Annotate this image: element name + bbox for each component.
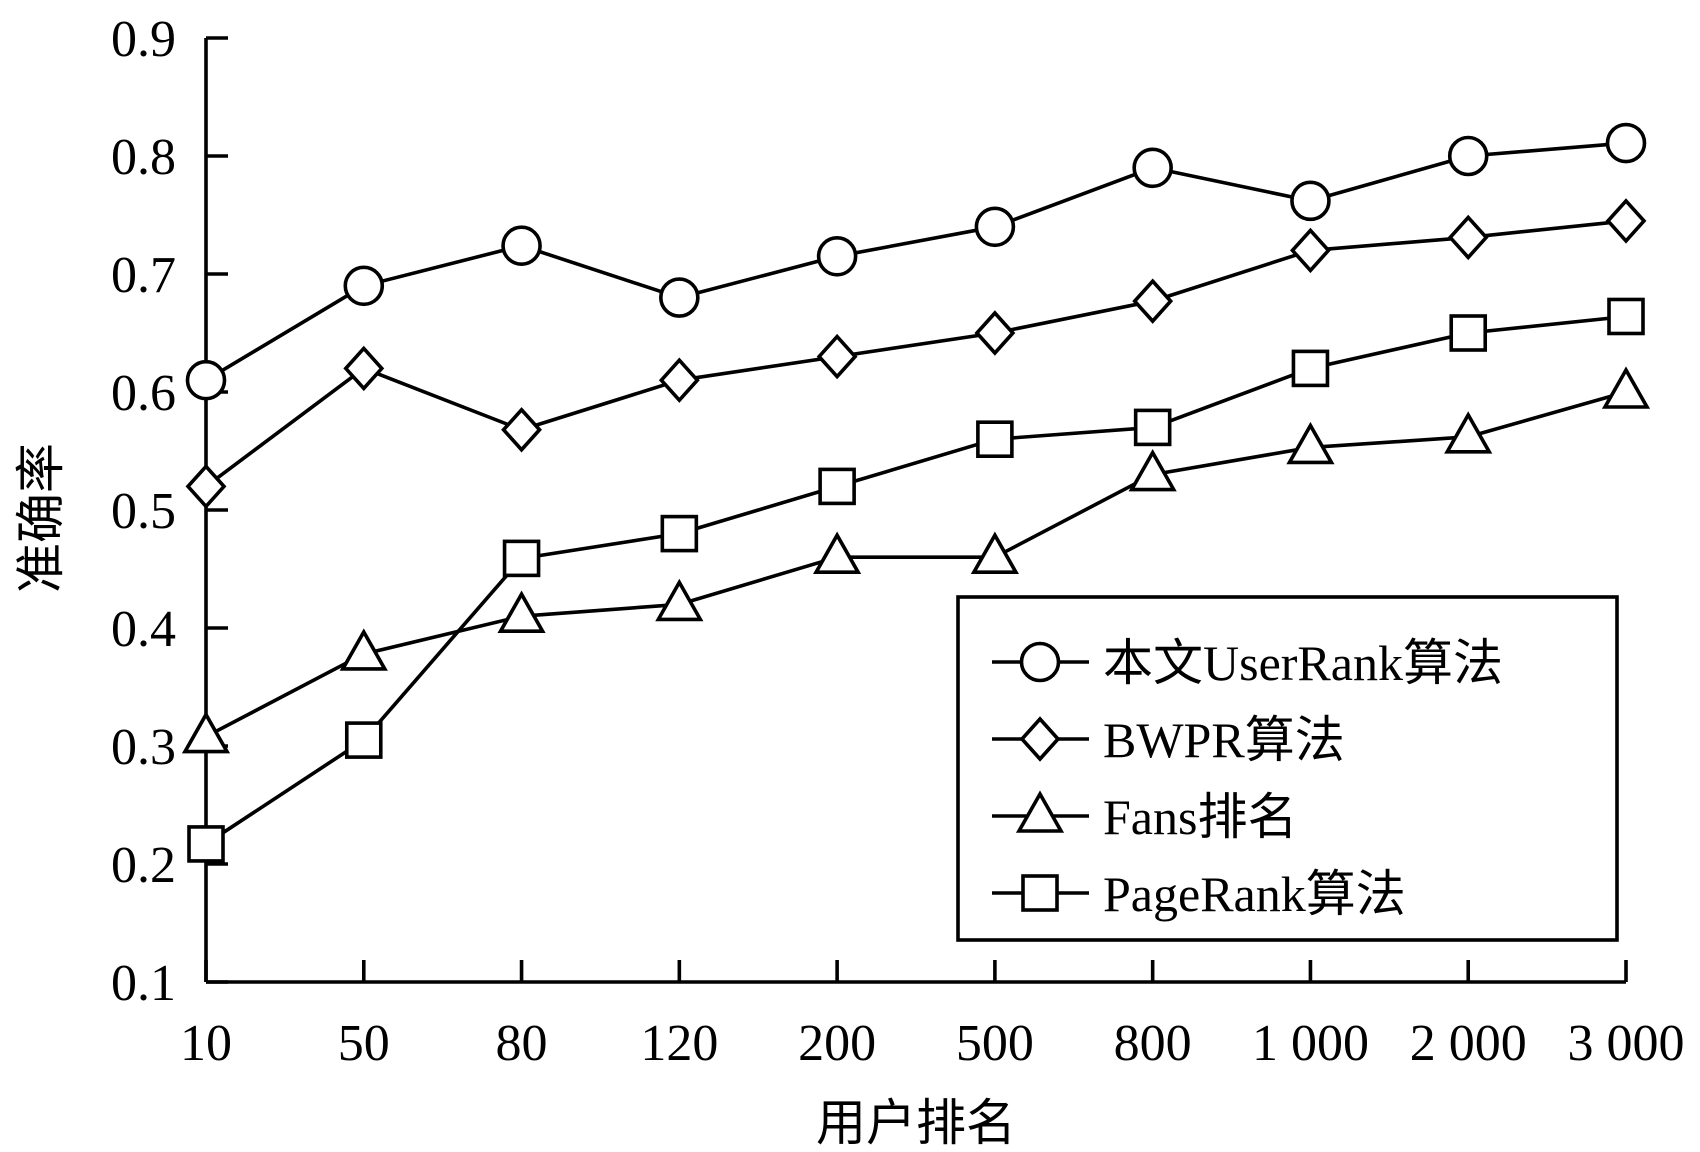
series-4-point-8	[1291, 349, 1330, 388]
series-1-point-7	[1132, 147, 1173, 189]
axis-ticks: 0.1 0.2 0.3 0.4 0.5 0.6 0.7 0.8 0.9 10 50 80 120 200 5…	[111, 11, 1685, 1072]
series-2-point-5	[816, 333, 858, 380]
series-3-point-8	[1286, 421, 1335, 465]
series-2-point-2	[343, 345, 385, 392]
series-1-line	[205, 141, 1627, 382]
series-1-point-9	[1447, 135, 1489, 177]
legend-box	[956, 595, 1619, 942]
series-1-point-8	[1290, 180, 1331, 222]
series-2-point-4	[658, 357, 700, 403]
series-3-point-1	[181, 710, 231, 754]
series-2-point-1	[185, 463, 227, 510]
x-tick-label-9: 2 000	[1410, 1015, 1527, 1072]
x-tick-label-3: 80	[496, 1015, 548, 1072]
series-1-point-10	[1605, 122, 1647, 164]
series-3-point-10	[1601, 366, 1651, 409]
series-2-point-3	[501, 407, 542, 453]
series-4-point-1	[187, 825, 225, 863]
legend-label-1: 本文UserRank算法	[1103, 635, 1503, 691]
series-3-line	[205, 390, 1627, 739]
x-axis-title: 用户排名	[816, 1095, 1016, 1151]
series-4-line	[205, 314, 1627, 846]
series-2-line	[204, 219, 1627, 488]
series-3-point-4	[655, 578, 704, 622]
y-tick-label-4: 0.4	[111, 601, 176, 658]
legend-square-icon	[1021, 874, 1059, 912]
plot-area	[181, 122, 1651, 863]
series-4-point-7	[1133, 408, 1172, 447]
y-tick-label-6: 0.6	[111, 365, 176, 422]
series-3-point-3	[497, 590, 546, 634]
series-2-point-6	[974, 310, 1016, 356]
series-3-point-2	[339, 628, 388, 671]
x-tick-label-8: 1 000	[1252, 1015, 1369, 1072]
y-tick-label-1: 0.1	[111, 955, 176, 1012]
legend-triangle-icon	[1015, 790, 1065, 833]
x-tick-label-5: 200	[798, 1015, 876, 1072]
legend-label-4: PageRank算法	[1103, 866, 1406, 922]
x-tick-label-10: 3 000	[1568, 1015, 1685, 1072]
y-tick-label-8: 0.8	[111, 129, 176, 186]
series-1-point-5	[816, 235, 858, 277]
series-2-point-8	[1290, 227, 1331, 274]
y-tick-label-9: 0.9	[111, 11, 176, 68]
series-1-point-4	[659, 277, 700, 318]
series-1-point-1	[185, 359, 227, 401]
series-1-point-3	[501, 225, 542, 266]
y-tick-label-5: 0.5	[111, 483, 176, 540]
legend-label-3: Fans排名	[1103, 789, 1297, 845]
x-tick-label-1: 10	[180, 1015, 232, 1072]
legend: 本文UserRank算法 BWPR算法 Fans排名 PageRank算法	[956, 595, 1619, 942]
legend-circle-icon	[1019, 641, 1061, 683]
legend-diamond-icon	[1019, 716, 1061, 762]
series-3-point-7	[1128, 448, 1177, 492]
x-tick-label-7: 800	[1114, 1015, 1192, 1072]
series-3-point-6	[970, 531, 1019, 575]
series-4-point-2	[344, 721, 383, 759]
series-4-point-5	[818, 467, 856, 506]
x-tick-label-2: 50	[338, 1015, 390, 1072]
series-4-point-9	[1449, 314, 1488, 352]
legend-label-2: BWPR算法	[1103, 712, 1345, 768]
x-tick-label-4: 120	[640, 1015, 718, 1072]
series-2-point-7	[1132, 278, 1174, 324]
y-tick-label-2: 0.2	[111, 837, 176, 894]
y-tick-label-3: 0.3	[111, 719, 176, 776]
series-3-point-9	[1444, 411, 1493, 454]
y-axis-title: 准确率	[13, 443, 69, 593]
series-2-point-9	[1447, 214, 1489, 261]
series-4-point-6	[976, 420, 1014, 459]
series-1-point-2	[343, 265, 385, 307]
series-3-point-5	[813, 531, 862, 575]
series-2-point-10	[1605, 198, 1647, 244]
x-tick-label-6: 500	[956, 1015, 1034, 1072]
series-4-point-3	[502, 539, 541, 578]
series-4-point-4	[660, 514, 699, 553]
series-4-point-10	[1607, 297, 1645, 336]
y-tick-label-7: 0.7	[111, 247, 176, 304]
series-1-point-6	[974, 206, 1016, 248]
